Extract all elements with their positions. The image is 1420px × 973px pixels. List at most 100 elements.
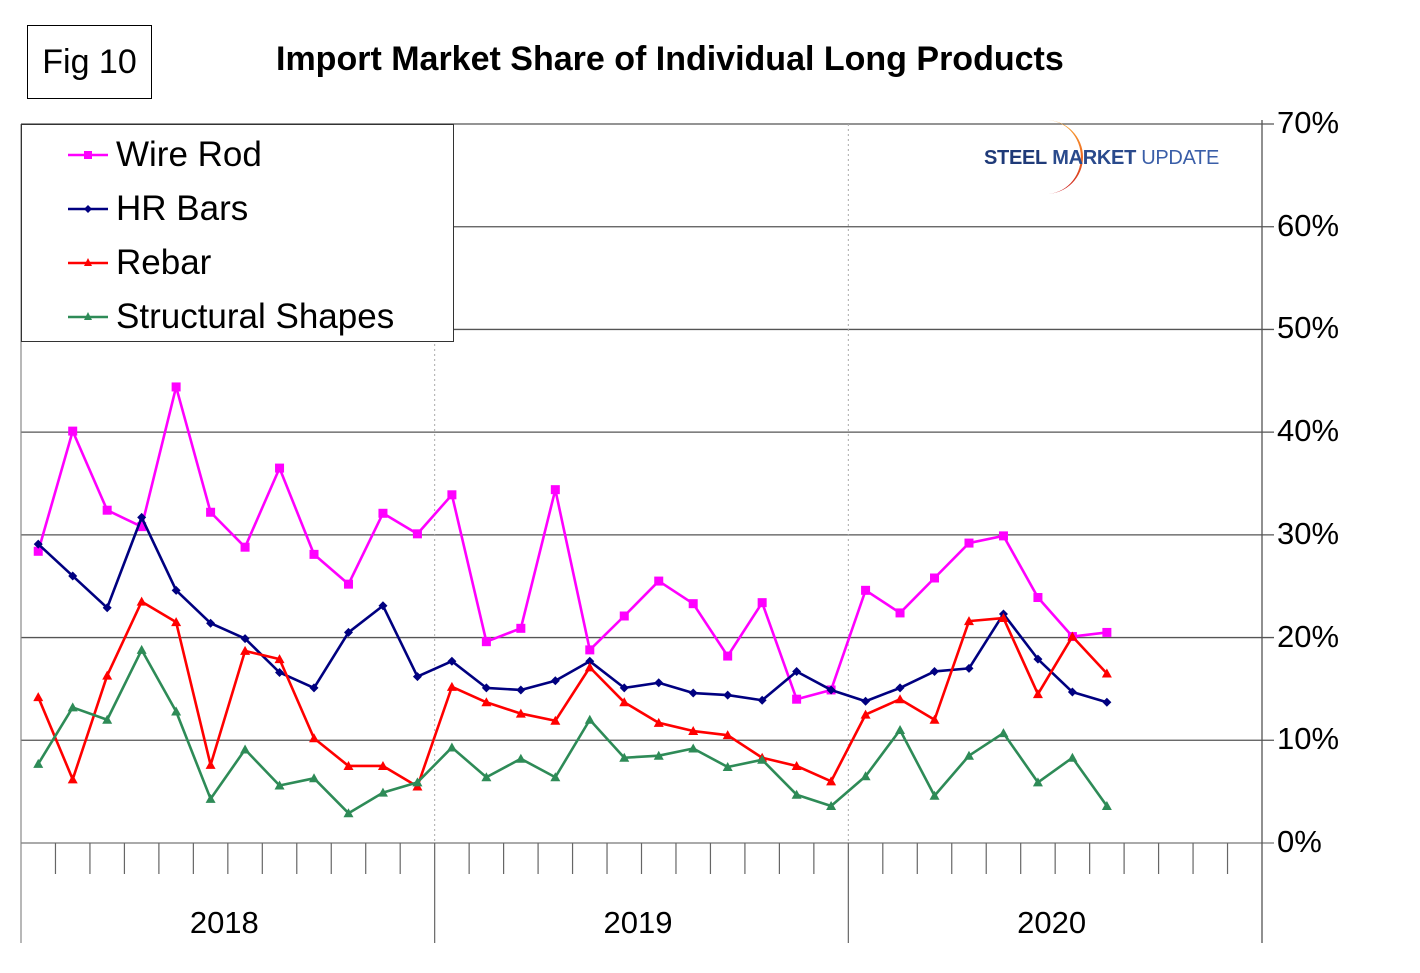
series-wire-rod (33, 382, 1112, 704)
data-point (68, 426, 78, 436)
data-point (377, 760, 388, 770)
data-point (619, 683, 629, 693)
data-point (68, 571, 78, 581)
data-point (688, 599, 698, 609)
data-point (654, 678, 664, 688)
y-tick-label: 60% (1277, 207, 1340, 243)
data-point (516, 623, 526, 633)
data-point (964, 538, 974, 548)
data-point (619, 752, 630, 762)
data-point (343, 808, 354, 818)
data-point (963, 750, 974, 760)
data-point (619, 697, 630, 707)
data-point (585, 645, 595, 655)
data-point (722, 730, 733, 740)
data-point (446, 742, 457, 752)
legend-marker-triangle-icon (68, 258, 108, 266)
data-point (412, 777, 423, 787)
data-point (33, 539, 43, 549)
legend-label: HR Bars (116, 189, 249, 228)
x-year-label: 2019 (603, 905, 673, 940)
data-point (791, 760, 802, 770)
data-point (929, 714, 940, 724)
series-line-rebar (37, 600, 1108, 788)
y-tick-label: 40% (1277, 413, 1340, 449)
data-point (171, 617, 182, 627)
data-point (378, 508, 388, 518)
data-point (861, 585, 871, 595)
legend-item-hr-bars: HR Bars (68, 189, 248, 229)
data-point (481, 697, 492, 707)
data-point (861, 696, 871, 706)
data-point (757, 754, 768, 764)
data-point (240, 634, 250, 644)
data-point (895, 725, 906, 735)
data-point (895, 694, 906, 704)
data-point (481, 772, 492, 782)
data-point (1102, 697, 1112, 707)
y-tick-label: 10% (1277, 721, 1340, 757)
data-point (1032, 777, 1043, 787)
data-point (550, 715, 561, 725)
data-point (102, 714, 113, 724)
x-year-label: 2018 (189, 905, 259, 940)
data-point (309, 773, 320, 783)
series-line-structural-shapes (37, 648, 1108, 815)
data-point (102, 505, 112, 515)
data-point (930, 573, 940, 583)
data-point (240, 645, 251, 655)
data-point (102, 603, 112, 613)
data-point (1067, 687, 1077, 697)
data-point (688, 726, 699, 736)
y-tick-label: 0% (1277, 824, 1322, 859)
series-hr-bars (33, 512, 1112, 707)
data-point (137, 522, 147, 532)
data-point (171, 585, 181, 595)
legend-item-structural-shapes: Structural Shapes (68, 297, 394, 337)
data-point (275, 667, 285, 677)
x-year-label: 2020 (1017, 905, 1087, 940)
data-point (998, 531, 1008, 541)
data-point (309, 683, 319, 693)
data-point (860, 709, 871, 719)
data-point (446, 681, 457, 691)
data-point (584, 714, 595, 724)
data-point (343, 627, 353, 637)
data-point (585, 656, 595, 666)
legend-marker-square-icon (68, 151, 108, 159)
data-point (1033, 593, 1043, 603)
data-point (1032, 689, 1043, 699)
chart-title: Import Market Share of Individual Long P… (276, 40, 1064, 78)
data-point (171, 706, 182, 716)
data-point (791, 789, 802, 799)
data-point (1101, 668, 1112, 678)
y-tick-label: 20% (1277, 618, 1340, 654)
data-point (895, 683, 905, 693)
data-point (240, 542, 250, 552)
logo-text-steel: STEEL (984, 147, 1047, 169)
data-point (412, 672, 422, 682)
data-point (343, 760, 354, 770)
data-point (550, 676, 560, 686)
data-point (447, 490, 457, 500)
data-point (1067, 752, 1078, 762)
data-point (688, 743, 699, 753)
data-point (205, 793, 216, 803)
figure-label: Fig 10 (27, 25, 152, 99)
logo-text-market: MARKET (1052, 147, 1136, 169)
data-point (619, 611, 629, 621)
data-point (136, 596, 147, 606)
data-point (792, 694, 802, 704)
data-point (206, 618, 216, 628)
data-point (309, 549, 319, 559)
legend-marker-diamond-icon (68, 205, 108, 213)
steel-market-update-logo: STEEL MARKET UPDATE (980, 118, 1230, 198)
data-point (240, 744, 251, 754)
data-point (963, 616, 974, 626)
data-point (481, 637, 491, 647)
legend: Wire Rod HR Bars Rebar Structural Shapes (21, 124, 454, 342)
logo-text: STEEL MARKET UPDATE (984, 147, 1219, 170)
data-point (377, 787, 388, 797)
data-point (447, 656, 457, 666)
data-point (757, 598, 767, 608)
